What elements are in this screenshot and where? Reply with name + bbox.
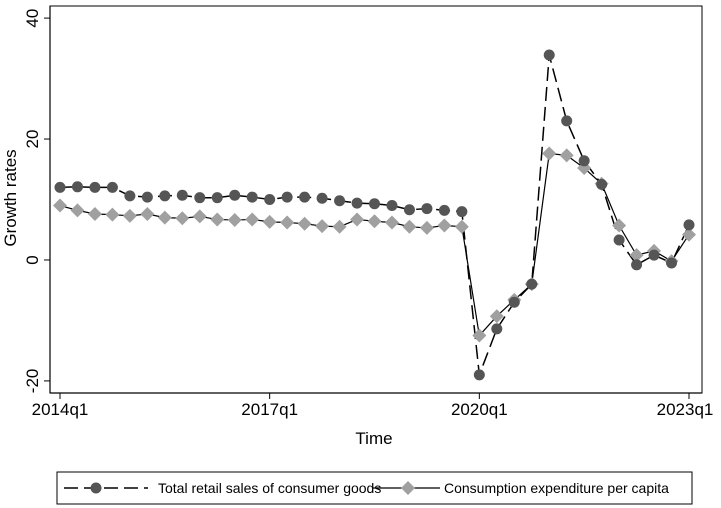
data-point-retail-sales <box>386 200 398 212</box>
data-point-retail-sales <box>508 296 520 308</box>
data-point-consumption <box>419 220 434 235</box>
legend-marker-circle <box>90 482 102 494</box>
data-point-retail-sales <box>334 195 346 207</box>
y-tick-label: -20 <box>23 369 42 394</box>
data-point-consumption <box>612 218 627 233</box>
data-point-consumption <box>542 146 557 161</box>
x-axis-title: Time <box>355 429 392 448</box>
y-tick-label: 40 <box>23 9 42 28</box>
data-point-consumption <box>384 215 399 230</box>
data-point-consumption <box>437 218 452 233</box>
data-point-consumption <box>367 214 382 229</box>
legend-marker-diamond <box>401 481 415 495</box>
data-point-consumption <box>175 211 190 226</box>
data-point-retail-sales <box>316 192 328 204</box>
legend-label-retail-sales: Total retail sales of consumer goods <box>158 480 381 496</box>
data-point-retail-sales <box>561 115 573 127</box>
y-tick-label: 0 <box>23 255 42 264</box>
data-point-retail-sales <box>403 204 415 216</box>
data-point-retail-sales <box>421 203 433 215</box>
y-axis-title: Growth rates <box>1 149 20 246</box>
data-point-consumption <box>559 148 574 163</box>
legend-item-retail-sales: Total retail sales of consumer goods <box>64 480 381 496</box>
data-point-retail-sales <box>106 181 118 193</box>
series-line-consumption <box>59 152 690 337</box>
data-point-consumption <box>210 212 225 227</box>
data-point-consumption <box>315 219 330 234</box>
data-point-retail-sales <box>351 197 363 209</box>
data-point-consumption <box>245 212 260 227</box>
data-point-retail-sales <box>246 191 258 203</box>
x-tick-label: 2017q1 <box>241 400 298 419</box>
data-point-retail-sales <box>666 257 678 269</box>
data-point-retail-sales <box>491 323 503 335</box>
data-point-retail-sales <box>229 189 241 201</box>
data-point-retail-sales <box>648 249 660 261</box>
data-point-retail-sales <box>71 181 83 193</box>
data-point-retail-sales <box>54 181 66 193</box>
data-point-retail-sales <box>194 192 206 204</box>
data-point-retail-sales <box>613 234 625 246</box>
x-tick-label: 2014q1 <box>32 400 89 419</box>
data-point-consumption <box>629 248 644 263</box>
data-point-consumption <box>262 214 277 229</box>
data-point-retail-sales <box>683 219 695 231</box>
data-point-retail-sales <box>438 204 450 216</box>
data-point-consumption <box>87 207 102 222</box>
data-point-retail-sales <box>264 194 276 205</box>
data-point-consumption <box>140 207 155 222</box>
legend-item-consumption: Consumption expenditure per capita <box>372 480 669 496</box>
data-point-retail-sales <box>141 191 153 203</box>
y-tick-label: 20 <box>23 130 42 149</box>
data-point-retail-sales <box>631 259 643 271</box>
data-point-consumption <box>105 207 120 222</box>
data-point-consumption <box>192 209 207 224</box>
data-point-consumption <box>297 216 312 231</box>
data-point-retail-sales <box>281 191 293 203</box>
y-axis: -20 0 20 40 <box>23 6 51 394</box>
data-point-retail-sales <box>543 49 555 61</box>
data-point-consumption <box>454 219 469 234</box>
data-point-consumption <box>332 219 347 234</box>
data-point-retail-sales <box>596 178 608 190</box>
data-point-retail-sales <box>369 198 380 210</box>
x-tick-label: 2023q1 <box>657 400 714 419</box>
data-point-consumption <box>402 219 417 234</box>
x-tick-label: 2020q1 <box>451 400 508 419</box>
data-point-consumption <box>682 227 696 242</box>
data-point-consumption <box>280 215 295 230</box>
data-point-consumption <box>70 203 85 218</box>
data-point-retail-sales <box>578 155 590 167</box>
data-point-retail-sales <box>473 369 485 381</box>
data-point-retail-sales <box>176 189 188 201</box>
data-point-consumption <box>472 328 487 343</box>
x-axis: 2014q1 2017q1 2020q1 2023q1 <box>32 392 714 419</box>
data-point-consumption <box>227 213 242 228</box>
data-point-retail-sales <box>159 190 171 202</box>
legend-label-consumption: Consumption expenditure per capita <box>444 480 669 496</box>
data-point-retail-sales <box>526 278 538 290</box>
data-point-retail-sales <box>89 181 101 193</box>
data-point-retail-sales <box>456 206 468 218</box>
data-point-consumption <box>489 309 504 324</box>
data-point-consumption <box>53 198 67 213</box>
data-point-retail-sales <box>299 191 311 203</box>
data-point-retail-sales <box>211 192 223 204</box>
data-point-retail-sales <box>124 190 136 202</box>
legend: Total retail sales of consumer goods Con… <box>56 471 693 505</box>
data-point-consumption <box>350 212 365 227</box>
data-point-consumption <box>157 210 172 225</box>
series-layer <box>53 49 696 381</box>
data-point-consumption <box>122 208 137 223</box>
